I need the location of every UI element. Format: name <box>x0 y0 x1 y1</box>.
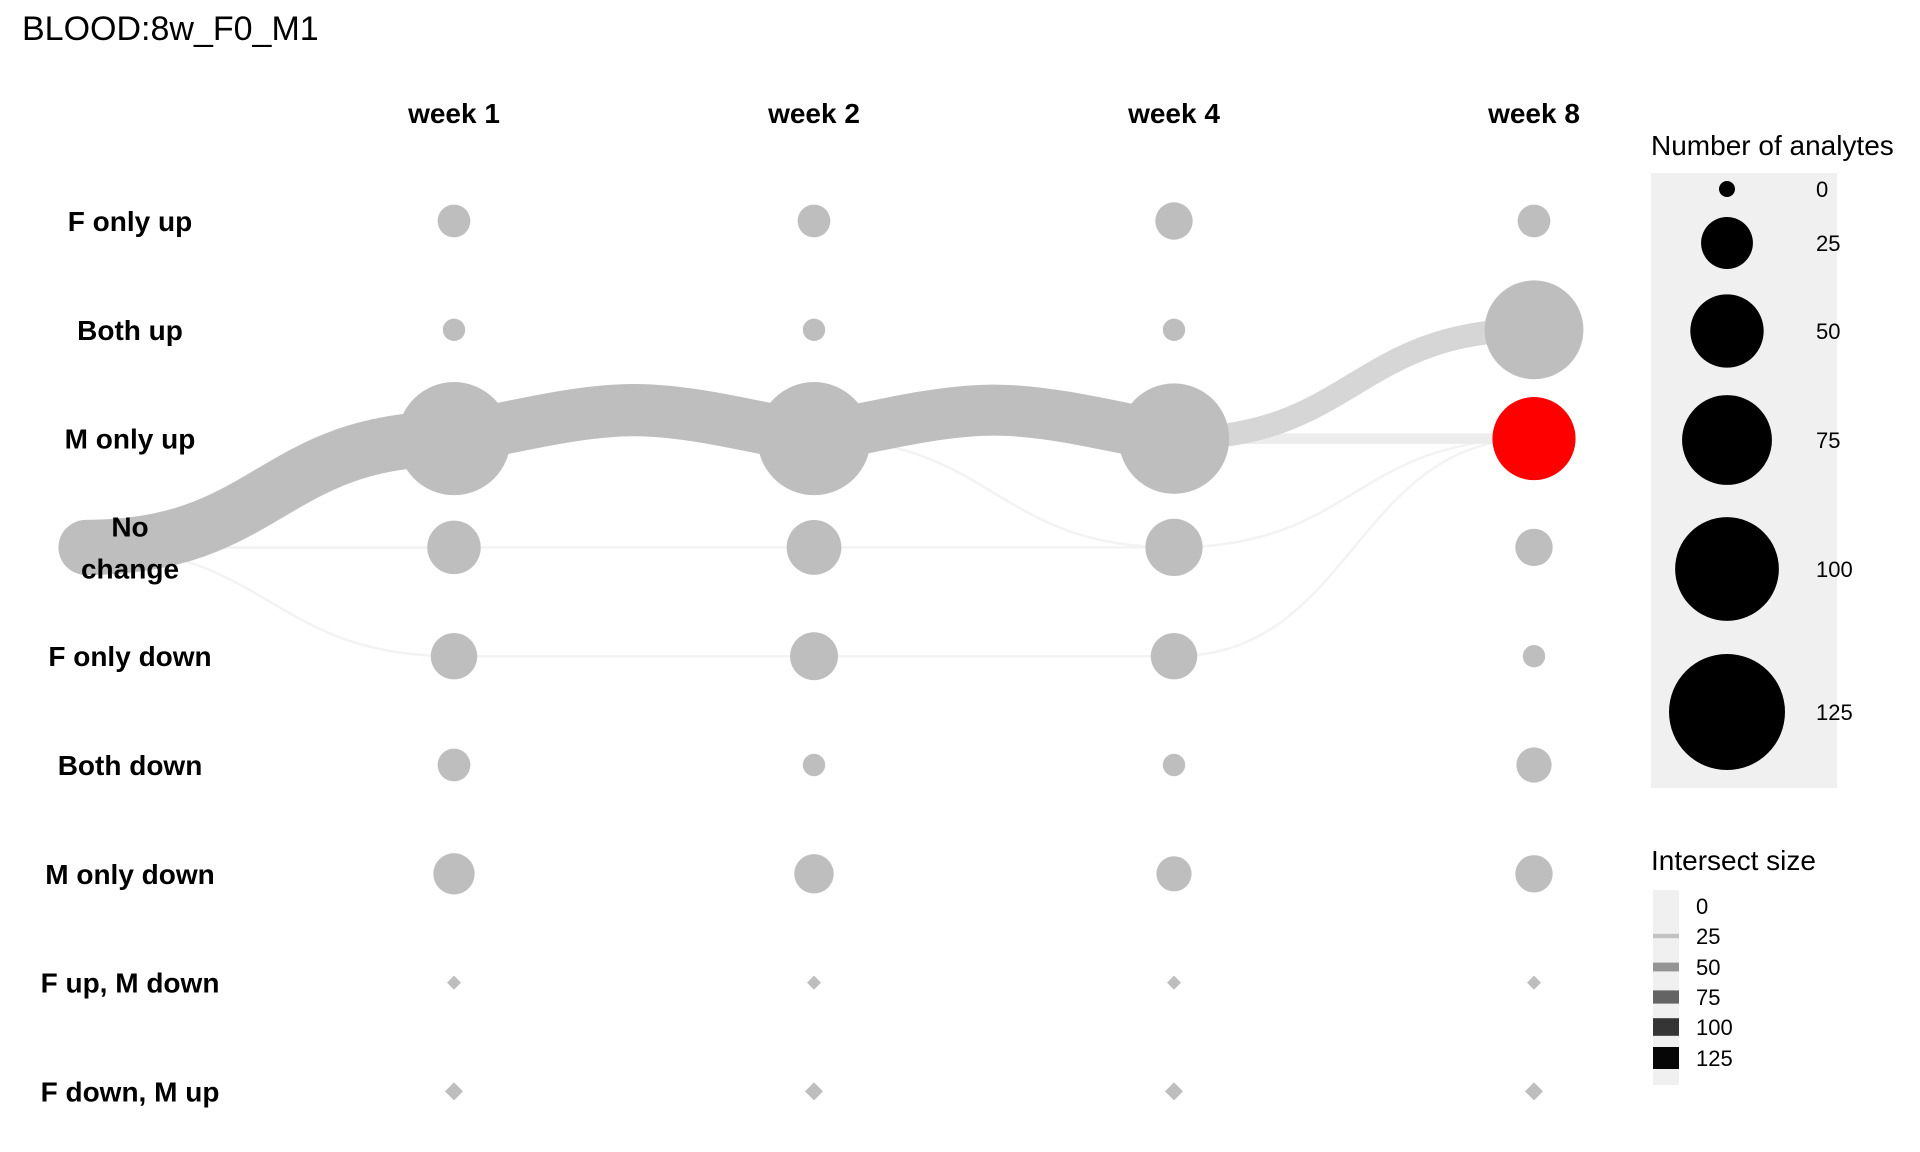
point-m-only-up-week-2 <box>757 382 871 496</box>
legend-size-label-0: 0 <box>1816 177 1828 202</box>
point-f-down-m-up-week-2 <box>804 1082 824 1101</box>
point-m-only-up-week-8 <box>1492 397 1576 481</box>
legend-size-label-125: 125 <box>1816 700 1853 725</box>
point-f-up-m-down-week-4 <box>1167 975 1181 990</box>
column-label-week-2: week 2 <box>767 98 860 129</box>
flow-m-only-up-to-m-only-up-12 <box>427 384 841 465</box>
point-f-only-down-week-2 <box>790 632 838 681</box>
point-f-down-m-up-week-4 <box>1164 1082 1184 1101</box>
point-f-up-m-down-week-2 <box>807 975 821 990</box>
column-label-week-4: week 4 <box>1127 98 1220 129</box>
point-m-only-down-week-2 <box>794 854 834 894</box>
legend-size-key-125 <box>1669 654 1785 770</box>
flow-m-only-up-to-both-up-10 <box>1162 318 1546 451</box>
flow-no-change-to-m-only-up-13 <box>58 411 482 575</box>
column-label-week-1: week 1 <box>407 98 500 129</box>
point-f-only-up-week-8 <box>1517 204 1551 238</box>
point-both-down-week-2 <box>802 753 826 777</box>
legend-number-of-analytes: Number of analytes 0 25 50 75 100 125 <box>1651 130 1894 788</box>
row-label-both-up: Both up <box>77 315 183 346</box>
row-label-no-change-line-2: change <box>81 553 179 584</box>
point-both-up-week-8 <box>1484 280 1584 380</box>
point-f-down-m-up-week-8 <box>1524 1082 1544 1101</box>
point-f-only-up-week-4 <box>1155 202 1193 240</box>
column-labels: week 1 week 2 week 4 week 8 <box>407 98 1580 129</box>
legend-size-label-100: 100 <box>1816 557 1853 582</box>
point-f-only-down-week-8 <box>1522 645 1546 668</box>
legend-intersect-key-100 <box>1653 1018 1679 1036</box>
point-both-up-week-1 <box>442 318 466 341</box>
point-no-change-week-2 <box>786 520 842 575</box>
point-m-only-down-week-4 <box>1156 856 1192 892</box>
point-f-up-m-down-week-1 <box>447 975 461 990</box>
flow-layer <box>58 318 1546 658</box>
point-f-only-up-week-2 <box>797 204 831 238</box>
legend-size-key-25 <box>1701 217 1753 269</box>
row-label-f-only-up: F only up <box>68 206 192 237</box>
legend-intersect-label-75: 75 <box>1696 985 1720 1010</box>
row-label-f-only-down: F only down <box>48 641 211 672</box>
point-f-down-m-up-week-1 <box>444 1082 464 1101</box>
point-both-down-week-8 <box>1516 747 1552 783</box>
flow-m-only-up-to-m-only-up-11 <box>788 384 1200 465</box>
legend-intersect-key-75 <box>1653 990 1679 1004</box>
legend-intersect-key-125 <box>1653 1047 1679 1069</box>
row-label-both-down: Both down <box>58 750 203 781</box>
flow-no-change-to-m-only-up-2 <box>1172 437 1536 549</box>
point-layer <box>397 202 1584 1101</box>
point-m-only-down-week-8 <box>1515 855 1553 893</box>
legend-size-key-75 <box>1682 395 1772 485</box>
legend-size-key-100 <box>1675 517 1779 621</box>
legend-intersect-label-25: 25 <box>1696 924 1720 949</box>
point-no-change-week-4 <box>1145 518 1203 577</box>
point-m-only-up-week-1 <box>397 382 511 496</box>
point-m-only-down-week-1 <box>433 853 475 895</box>
legend-intersect-label-50: 50 <box>1696 955 1720 980</box>
row-labels: F only up Both up M only up No change F only … <box>41 206 220 1107</box>
legend-intersect-label-100: 100 <box>1696 1015 1733 1040</box>
legend-intersect-label-0: 0 <box>1696 894 1708 919</box>
column-label-week-8: week 8 <box>1487 98 1580 129</box>
row-label-f-down-m-up: F down, M up <box>41 1076 220 1107</box>
legend-size-label-75: 75 <box>1816 428 1840 453</box>
flow-f-only-down-to-m-only-up-1 <box>1172 437 1536 658</box>
chart-title: BLOOD:8w_F0_M1 <box>22 10 319 48</box>
point-both-down-week-4 <box>1162 753 1186 777</box>
legend-intersect-title: Intersect size <box>1651 845 1816 876</box>
legend-intersect-label-125: 125 <box>1696 1046 1733 1071</box>
legend-size-key-0 <box>1719 181 1735 197</box>
point-no-change-week-1 <box>427 520 481 575</box>
point-m-only-up-week-4 <box>1118 383 1230 494</box>
point-both-down-week-1 <box>437 748 471 782</box>
point-f-only-down-week-4 <box>1150 632 1198 680</box>
row-label-f-up-m-down: F up, M down <box>41 968 220 999</box>
legend-size-key-50 <box>1690 294 1764 368</box>
row-label-m-only-up: M only up <box>65 424 196 455</box>
point-f-only-down-week-1 <box>430 632 478 680</box>
point-f-up-m-down-week-8 <box>1527 975 1541 990</box>
point-no-change-week-8 <box>1515 528 1553 567</box>
legend-intersect-key-50 <box>1653 962 1679 972</box>
legend-size-label-25: 25 <box>1816 231 1840 256</box>
point-both-up-week-2 <box>802 318 826 341</box>
legend-size-title: Number of analytes <box>1651 130 1894 161</box>
row-label-m-only-down: M only down <box>45 859 215 890</box>
legend-intersect-size: Intersect size 0 25 50 75 100 125 <box>1651 845 1816 1085</box>
point-both-up-week-4 <box>1162 318 1186 341</box>
point-f-only-up-week-1 <box>437 204 471 238</box>
row-label-no-change-line-1: No <box>111 511 148 542</box>
legend-size-label-50: 50 <box>1816 319 1840 344</box>
legend-intersect-key-25 <box>1653 933 1679 939</box>
